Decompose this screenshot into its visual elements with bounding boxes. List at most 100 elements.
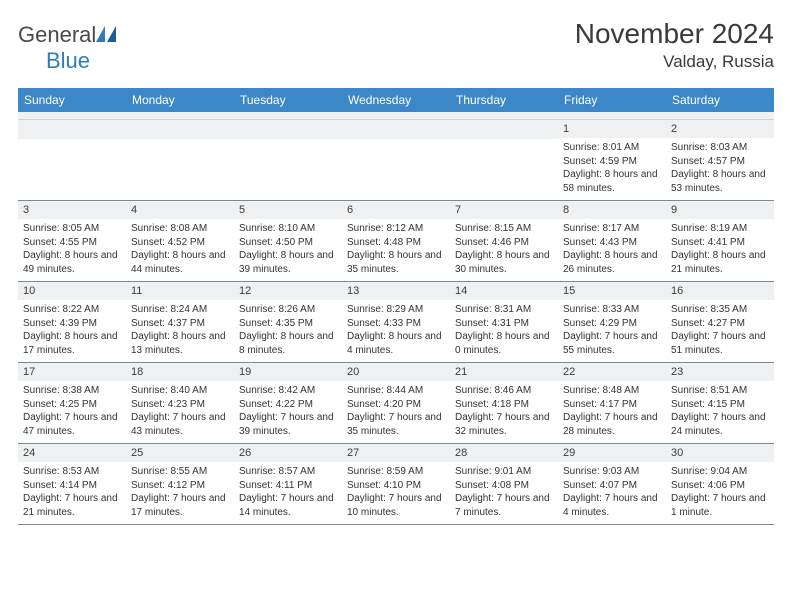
daylight-text: Daylight: 7 hours and 28 minutes. — [563, 411, 661, 438]
daylight-text: Daylight: 7 hours and 14 minutes. — [239, 492, 337, 519]
day-details: Sunrise: 8:24 AMSunset: 4:37 PMDaylight:… — [126, 300, 234, 362]
day-number: 8 — [558, 201, 666, 219]
sunset-text: Sunset: 4:06 PM — [671, 479, 769, 493]
daylight-text: Daylight: 8 hours and 30 minutes. — [455, 249, 553, 276]
day-number — [342, 120, 450, 139]
daylight-text: Daylight: 8 hours and 17 minutes. — [23, 330, 121, 357]
month-title: November 2024 — [575, 18, 774, 50]
day-cell: 18 Sunrise: 8:40 AMSunset: 4:23 PMDayligh… — [126, 363, 234, 443]
day-details: Sunrise: 8:38 AMSunset: 4:25 PMDaylight:… — [18, 381, 126, 443]
day-details: Sunrise: 8:29 AMSunset: 4:33 PMDaylight:… — [342, 300, 450, 362]
day-number: 21 — [450, 363, 558, 381]
dow-thu: Thursday — [450, 88, 558, 112]
day-cell: 12Sunrise: 8:26 AMSunset: 4:35 PMDayligh… — [234, 282, 342, 362]
day-of-week-row: Sunday Monday Tuesday Wednesday Thursday… — [18, 88, 774, 112]
daylight-text: Daylight: 7 hours and 35 minutes. — [347, 411, 445, 438]
daylight-text: Daylight: 7 hours and 55 minutes. — [563, 330, 661, 357]
sunset-text: Sunset: 4:08 PM — [455, 479, 553, 493]
day-number: 18 — [126, 363, 234, 381]
day-number: 22 — [558, 363, 666, 381]
daylight-text: Daylight: 8 hours and 49 minutes. — [23, 249, 121, 276]
day-details: Sunrise: 8:31 AMSunset: 4:31 PMDaylight:… — [450, 300, 558, 362]
day-cell — [234, 120, 342, 200]
dow-tue: Tuesday — [234, 88, 342, 112]
daylight-text: Daylight: 8 hours and 21 minutes. — [671, 249, 769, 276]
sunrise-text: Sunrise: 8:05 AM — [23, 222, 121, 236]
day-cell — [126, 120, 234, 200]
daylight-text: Daylight: 8 hours and 58 minutes. — [563, 168, 661, 195]
day-cell: 14Sunrise: 8:31 AMSunset: 4:31 PMDayligh… — [450, 282, 558, 362]
day-details: Sunrise: 8:15 AMSunset: 4:46 PMDaylight:… — [450, 219, 558, 281]
sunrise-text: Sunrise: 8:19 AM — [671, 222, 769, 236]
day-cell: 7Sunrise: 8:15 AMSunset: 4:46 PMDaylight… — [450, 201, 558, 281]
sunset-text: Sunset: 4:55 PM — [23, 236, 121, 250]
daylight-text: Daylight: 8 hours and 44 minutes. — [131, 249, 229, 276]
daylight-text: Daylight: 7 hours and 43 minutes. — [131, 411, 229, 438]
day-cell: 26Sunrise: 8:57 AMSunset: 4:11 PMDayligh… — [234, 444, 342, 524]
spacer-row — [18, 112, 774, 120]
day-details: Sunrise: 9:01 AMSunset: 4:08 PMDaylight:… — [450, 462, 558, 524]
sunrise-text: Sunrise: 8:17 AM — [563, 222, 661, 236]
day-details: Sunrise: 8:10 AMSunset: 4:50 PMDaylight:… — [234, 219, 342, 281]
day-details: Sunrise: 8:59 AMSunset: 4:10 PMDaylight:… — [342, 462, 450, 524]
sail-icon — [96, 26, 116, 42]
sunrise-text: Sunrise: 8:12 AM — [347, 222, 445, 236]
sunrise-text: Sunrise: 8:03 AM — [671, 141, 769, 155]
day-cell: 29Sunrise: 9:03 AMSunset: 4:07 PMDayligh… — [558, 444, 666, 524]
day-details: Sunrise: 8:55 AMSunset: 4:12 PMDaylight:… — [126, 462, 234, 524]
day-number: 7 — [450, 201, 558, 219]
day-number: 9 — [666, 201, 774, 219]
day-cell: 3 Sunrise: 8:05 AMSunset: 4:55 PMDaylight… — [18, 201, 126, 281]
title-block: November 2024 Valday, Russia — [575, 18, 774, 72]
sunrise-text: Sunrise: 8:42 AM — [239, 384, 337, 398]
sunrise-text: Sunrise: 8:40 AM — [131, 384, 229, 398]
logo-part2: Blue — [18, 48, 90, 73]
sunset-text: Sunset: 4:12 PM — [131, 479, 229, 493]
daylight-text: Daylight: 7 hours and 10 minutes. — [347, 492, 445, 519]
day-details: Sunrise: 8:26 AMSunset: 4:35 PMDaylight:… — [234, 300, 342, 362]
day-number: 29 — [558, 444, 666, 462]
sunrise-text: Sunrise: 8:08 AM — [131, 222, 229, 236]
day-details: Sunrise: 8:22 AMSunset: 4:39 PMDaylight:… — [18, 300, 126, 362]
day-number: 12 — [234, 282, 342, 300]
dow-wed: Wednesday — [342, 88, 450, 112]
day-cell: 4Sunrise: 8:08 AMSunset: 4:52 PMDaylight… — [126, 201, 234, 281]
daylight-text: Daylight: 8 hours and 53 minutes. — [671, 168, 769, 195]
day-details: Sunrise: 8:17 AMSunset: 4:43 PMDaylight:… — [558, 219, 666, 281]
day-number — [18, 120, 126, 139]
daylight-text: Daylight: 8 hours and 4 minutes. — [347, 330, 445, 357]
sunset-text: Sunset: 4:41 PM — [671, 236, 769, 250]
weeks-container: 1Sunrise: 8:01 AMSunset: 4:59 PMDaylight… — [18, 120, 774, 525]
sunset-text: Sunset: 4:10 PM — [347, 479, 445, 493]
sunrise-text: Sunrise: 8:35 AM — [671, 303, 769, 317]
day-details: Sunrise: 8:44 AMSunset: 4:20 PMDaylight:… — [342, 381, 450, 443]
sunset-text: Sunset: 4:07 PM — [563, 479, 661, 493]
day-details: Sunrise: 8:51 AMSunset: 4:15 PMDaylight:… — [666, 381, 774, 443]
day-number: 25 — [126, 444, 234, 462]
day-details: Sunrise: 8:08 AMSunset: 4:52 PMDaylight:… — [126, 219, 234, 281]
day-number — [450, 120, 558, 139]
day-number: 28 — [450, 444, 558, 462]
day-number: 23 — [666, 363, 774, 381]
sunset-text: Sunset: 4:48 PM — [347, 236, 445, 250]
day-details: Sunrise: 8:48 AMSunset: 4:17 PMDaylight:… — [558, 381, 666, 443]
day-details: Sunrise: 8:42 AMSunset: 4:22 PMDaylight:… — [234, 381, 342, 443]
sunrise-text: Sunrise: 8:48 AM — [563, 384, 661, 398]
sunset-text: Sunset: 4:23 PM — [131, 398, 229, 412]
day-cell: 2Sunrise: 8:03 AMSunset: 4:57 PMDaylight… — [666, 120, 774, 200]
week-row: 1Sunrise: 8:01 AMSunset: 4:59 PMDaylight… — [18, 120, 774, 201]
sunrise-text: Sunrise: 8:44 AM — [347, 384, 445, 398]
day-number: 16 — [666, 282, 774, 300]
day-number: 10 — [18, 282, 126, 300]
day-cell: 9 Sunrise: 8:19 AMSunset: 4:41 PMDaylight… — [666, 201, 774, 281]
day-number — [126, 120, 234, 139]
day-number: 24 — [18, 444, 126, 462]
sunset-text: Sunset: 4:37 PM — [131, 317, 229, 331]
day-number: 3 — [18, 201, 126, 219]
day-cell — [18, 120, 126, 200]
sunset-text: Sunset: 4:39 PM — [23, 317, 121, 331]
header: General Blue November 2024 Valday, Russi… — [18, 18, 774, 74]
sunset-text: Sunset: 4:14 PM — [23, 479, 121, 493]
daylight-text: Daylight: 7 hours and 7 minutes. — [455, 492, 553, 519]
day-cell: 11Sunrise: 8:24 AMSunset: 4:37 PMDayligh… — [126, 282, 234, 362]
